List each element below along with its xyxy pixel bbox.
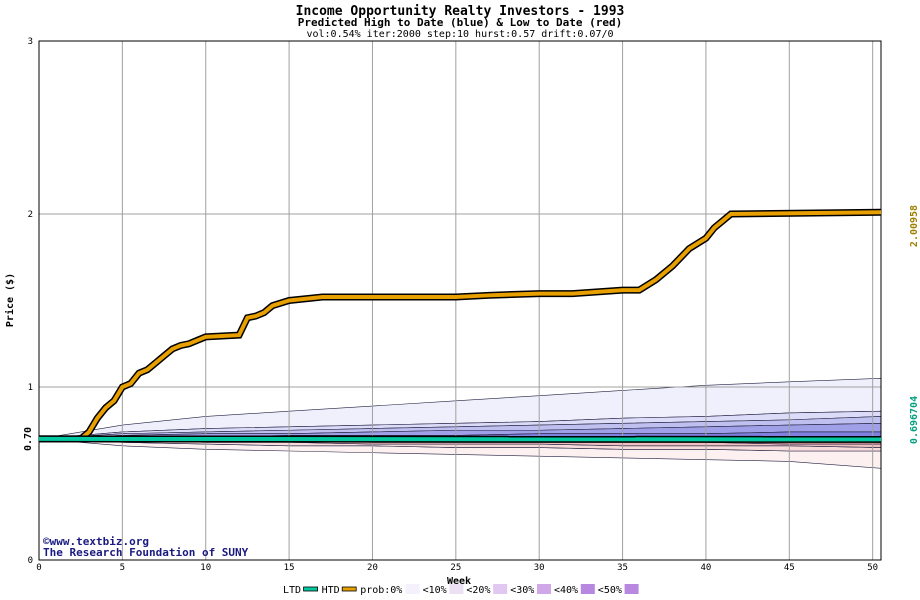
- start-price-label: 0.70: [23, 427, 34, 451]
- htd-final-label: 2.00958: [909, 205, 920, 247]
- y-axis-label: Price ($): [4, 273, 16, 327]
- plot-frame: [38, 40, 882, 561]
- legend: LTD HTD prob:0% <10% <20% <30% <40% <50%: [283, 584, 639, 596]
- legend-swatch: [537, 584, 551, 594]
- x-tick-label: 10: [200, 563, 211, 573]
- x-tick-label: 45: [784, 563, 795, 573]
- y-tick-label: 0: [28, 556, 33, 566]
- plot-area: 0 5 10 15 20 25 30 35 40 45 50 0 1 2 3: [28, 37, 882, 573]
- legend-swatch: [493, 584, 508, 594]
- legend-label: <30%: [510, 585, 534, 596]
- legend-label: HTD: [322, 585, 340, 596]
- credit-org: The Research Foundation of SUNY: [43, 546, 249, 559]
- legend-label: <40%: [554, 585, 578, 596]
- x-tick-label: 5: [120, 563, 125, 573]
- x-tick-label: 30: [534, 563, 545, 573]
- x-tick-label: 0: [36, 563, 41, 573]
- chart-params: vol:0.54% iter:2000 step:10 hurst:0.57 d…: [306, 29, 613, 40]
- series-line-htd: [39, 210, 882, 441]
- legend-swatch: [341, 586, 357, 592]
- chart-title: Income Opportunity Realty Investors - 19…: [296, 4, 625, 19]
- legend-swatch: [405, 584, 420, 594]
- x-axis-label: Week: [447, 576, 471, 587]
- legend-label: <10%: [423, 585, 447, 596]
- plot-background: [39, 41, 881, 560]
- x-tick-label: 40: [701, 563, 712, 573]
- series-line-ltd: [38, 436, 882, 442]
- chart-subtitle: Predicted High to Date (blue) & Low to D…: [298, 16, 623, 29]
- legend-swatch: [449, 584, 464, 594]
- x-tick-label: 25: [450, 563, 461, 573]
- legend-swatch: [580, 584, 595, 594]
- ltd-final-label: 0.696704: [909, 396, 920, 444]
- y-tick-label: 3: [28, 37, 33, 47]
- x-tick-label: 15: [284, 563, 295, 573]
- legend-label: LTD: [283, 585, 301, 596]
- legend-swatch: [624, 584, 639, 594]
- x-tick-label: 20: [367, 563, 378, 573]
- credit-url: ©www.textbiz.org: [43, 535, 149, 548]
- legend-swatch: [303, 586, 319, 592]
- y-tick-label: 2: [28, 210, 33, 220]
- x-tick-label: 35: [617, 563, 628, 573]
- x-tick-label: 50: [867, 563, 878, 573]
- y-tick-label: 1: [28, 383, 33, 393]
- legend-label: <20%: [466, 585, 490, 596]
- legend-label: prob:0%: [360, 585, 402, 596]
- legend-label: <50%: [598, 585, 622, 596]
